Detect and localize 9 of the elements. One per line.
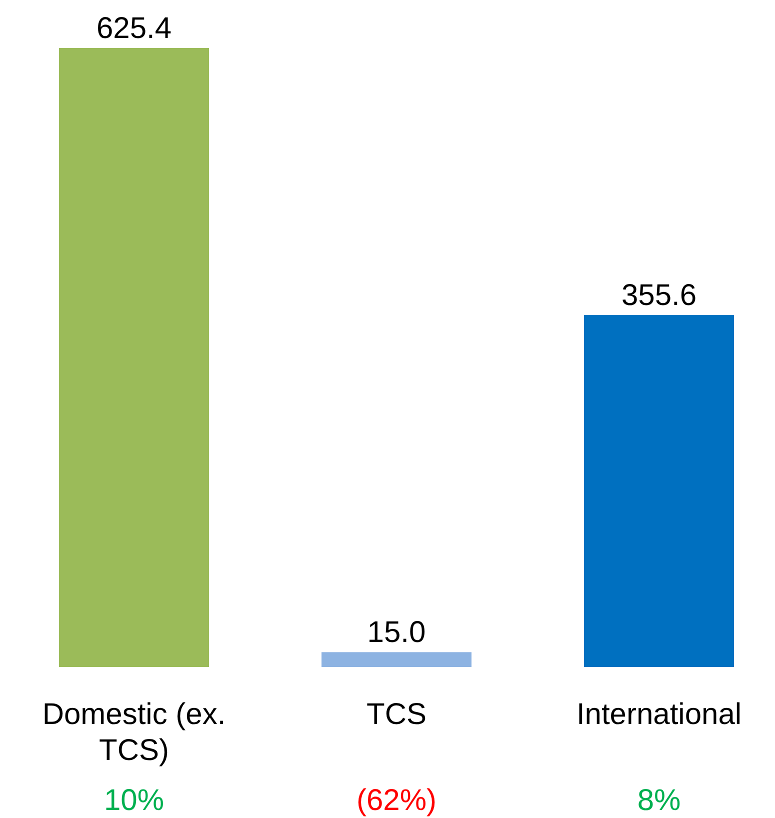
x-tick-label: Domestic (ex. TCS): [42, 698, 226, 767]
data-label: 625.4: [96, 12, 172, 45]
text: (62%): [356, 784, 437, 817]
data-label: 15.0: [367, 616, 426, 650]
text: 8%: [637, 784, 681, 817]
text: 10%: [104, 784, 164, 817]
x-tick-label: International: [576, 698, 742, 731]
x-tick-label: TCS: [366, 698, 426, 731]
data-label: 355.6: [621, 279, 697, 312]
